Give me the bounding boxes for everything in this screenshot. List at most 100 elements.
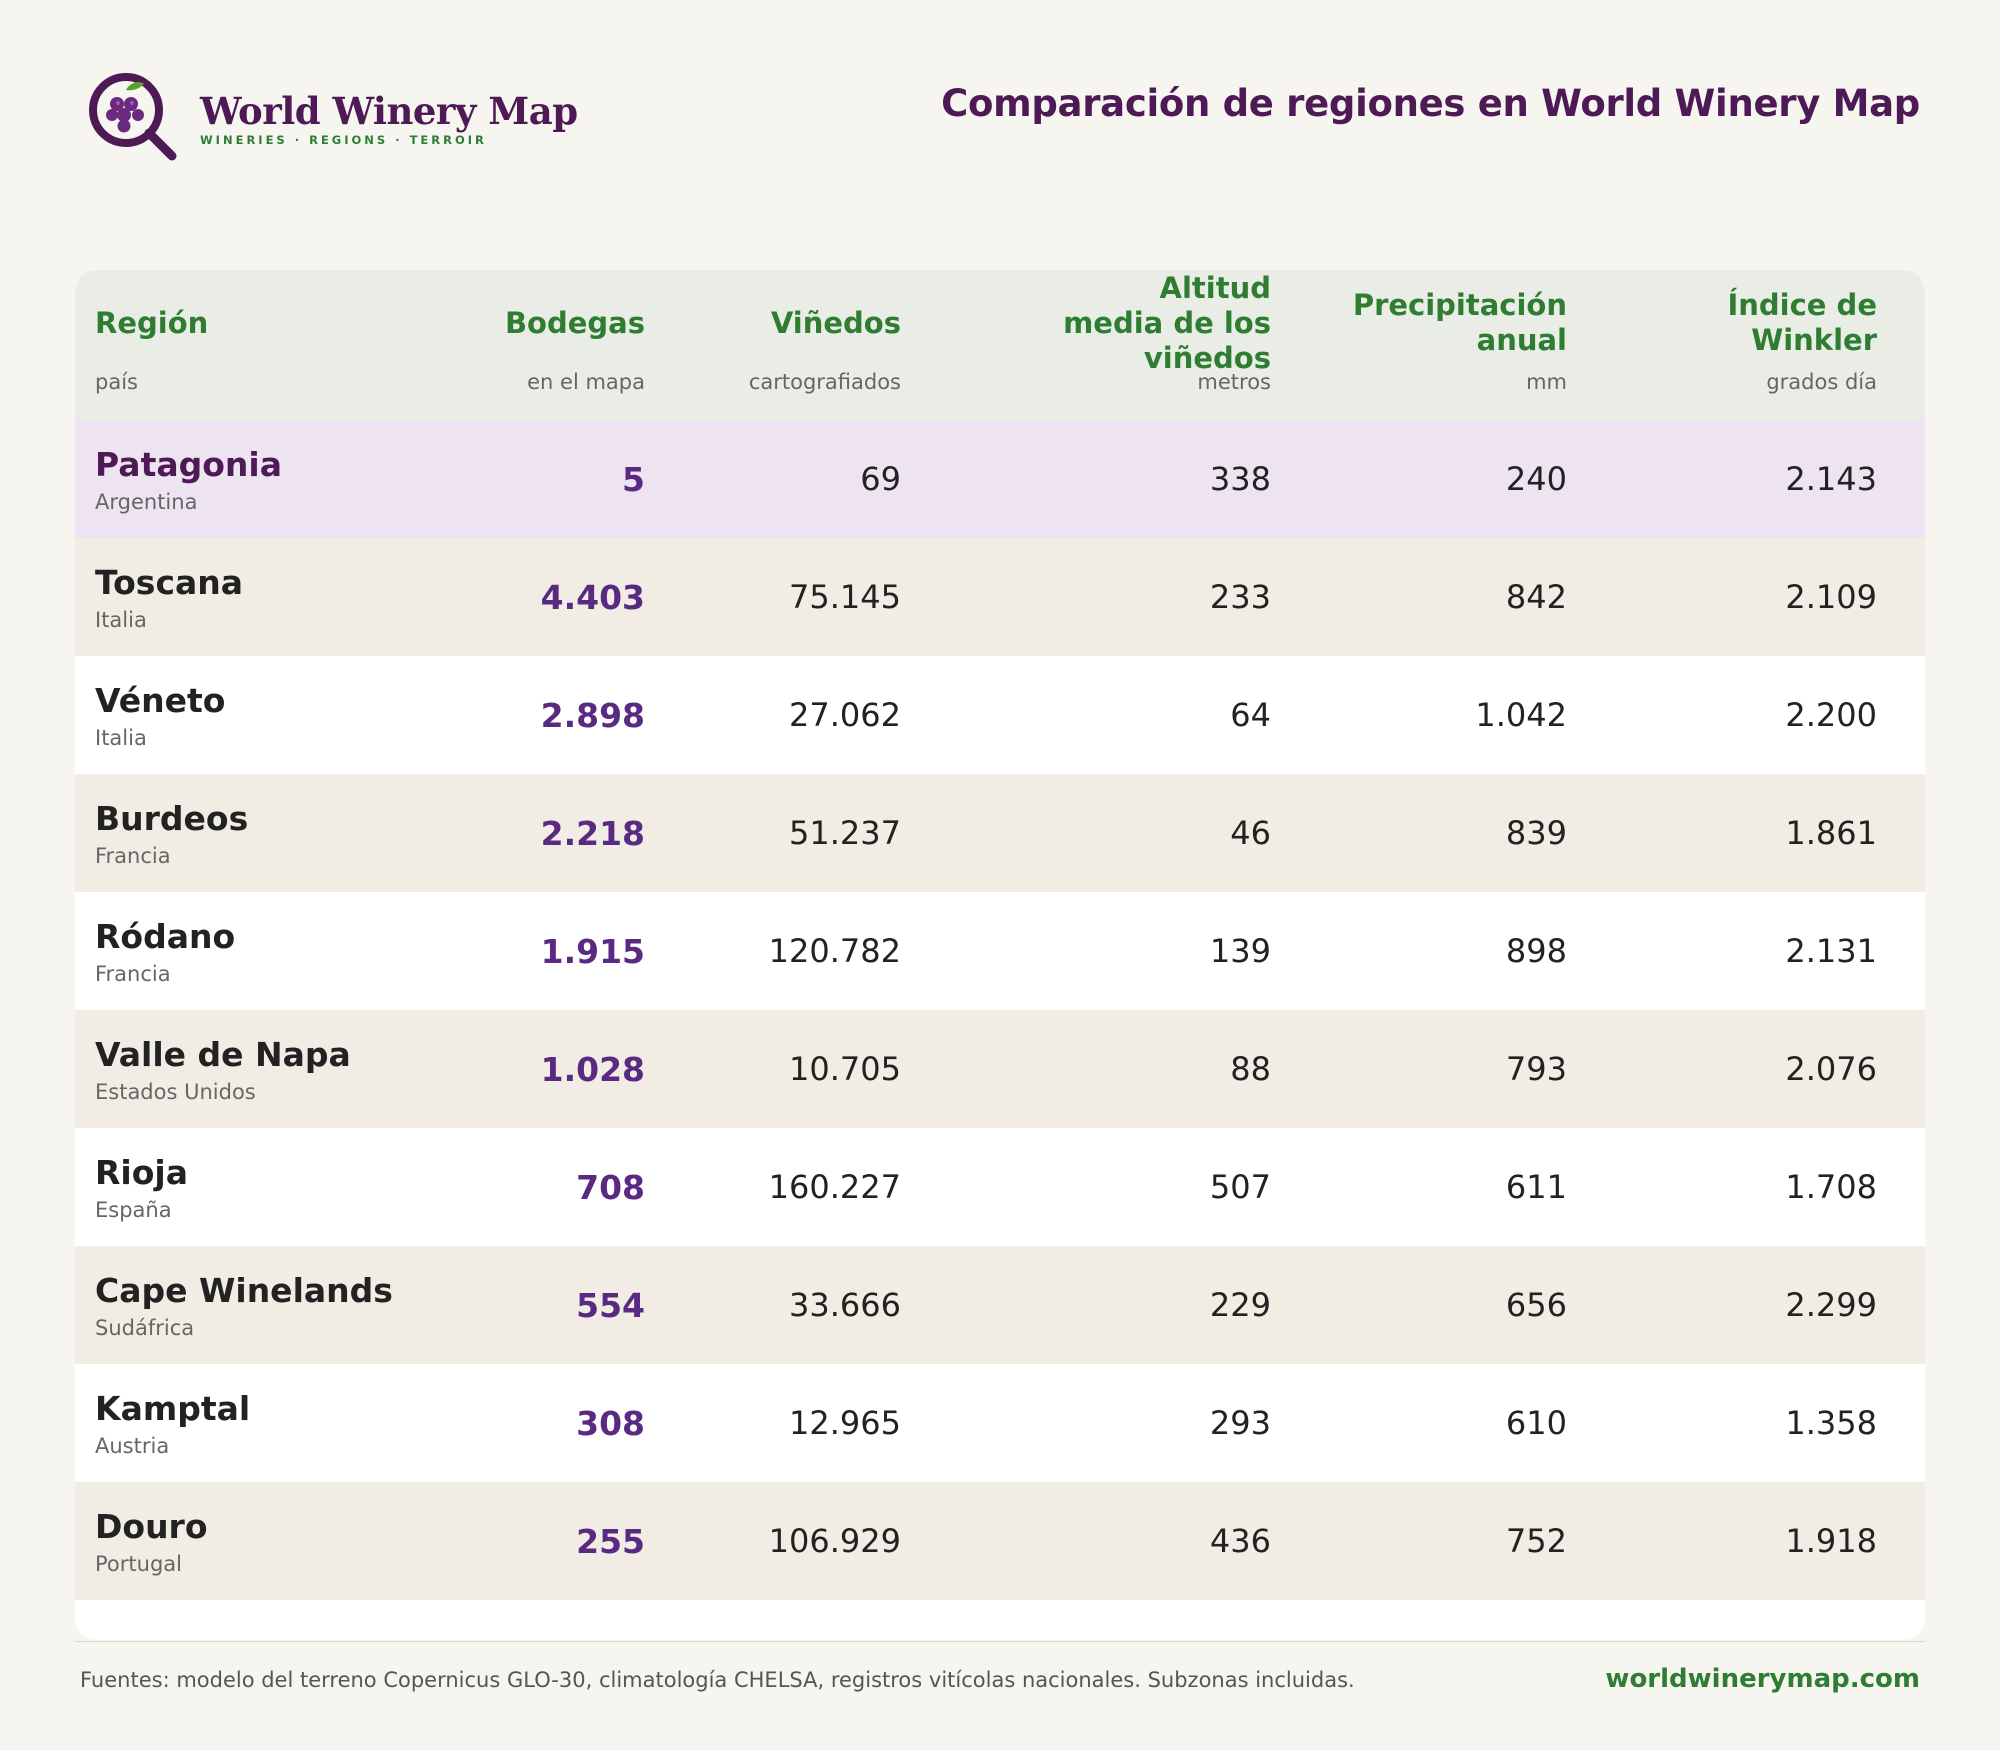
table-row[interactable]: Cape Winelands Sudáfrica 554 33.666 229 656 2.… <box>75 1246 1925 1364</box>
header: World Winery Map WINERIES · REGIONS · TE… <box>86 70 1920 170</box>
vineyards-cell: 106.929 <box>768 1522 901 1560</box>
region-country: Sudáfrica <box>95 1316 195 1340</box>
winkler-cell: 1.918 <box>1785 1522 1877 1560</box>
table-row[interactable]: Ródano Francia 1.915 120.782 139 898 2.131 <box>75 892 1925 1010</box>
precipitation-cell: 898 <box>1505 932 1567 970</box>
region-cell: Burdeos Francia <box>75 774 445 892</box>
winkler-cell: 2.299 <box>1785 1286 1877 1324</box>
table-row[interactable]: Douro Portugal 255 106.929 436 752 1.918 <box>75 1482 1925 1600</box>
wineries-cell: 4.403 <box>540 577 645 617</box>
winkler-cell: 2.076 <box>1785 1050 1877 1088</box>
altitude-cell: 293 <box>1209 1404 1271 1442</box>
vineyards-cell: 120.782 <box>768 932 901 970</box>
precipitation-cell: 752 <box>1505 1522 1567 1560</box>
winkler-cell: 2.131 <box>1785 932 1877 970</box>
winkler-cell: 1.358 <box>1785 1404 1877 1442</box>
wineries-cell: 2.898 <box>540 695 645 735</box>
precipitation-cell: 610 <box>1505 1404 1567 1442</box>
precipitation-cell: 839 <box>1505 814 1567 852</box>
region-name: Kamptal <box>95 1389 251 1428</box>
table-row[interactable]: Véneto Italia 2.898 27.062 64 1.042 2.200 <box>75 656 1925 774</box>
precipitation-cell: 1.042 <box>1475 696 1567 734</box>
table-header-row: Región país Bodegas en el mapa Viñedos c… <box>75 270 1925 420</box>
column-header-precipitation[interactable]: Precipitación anual mm <box>1352 288 1567 394</box>
altitude-cell: 233 <box>1209 578 1271 616</box>
wineries-cell: 708 <box>576 1167 645 1207</box>
region-name: Douro <box>95 1507 208 1546</box>
region-cell: Douro Portugal <box>75 1482 445 1600</box>
vineyards-cell: 51.237 <box>789 814 901 852</box>
region-cell: Rioja España <box>75 1128 445 1246</box>
winkler-cell: 1.708 <box>1785 1168 1877 1206</box>
brand-tagline: WINERIES · REGIONS · TERROIR <box>200 133 487 147</box>
website-link[interactable]: worldwinerymap.com <box>1605 1664 1920 1694</box>
region-name: Toscana <box>95 563 244 602</box>
comparison-table-card: Región país Bodegas en el mapa Viñedos c… <box>75 270 1925 1640</box>
winkler-cell: 2.109 <box>1785 578 1877 616</box>
page-title: Comparación de regiones en World Winery … <box>941 82 1920 125</box>
precipitation-cell: 656 <box>1505 1286 1567 1324</box>
region-name: Ródano <box>95 917 236 956</box>
precipitation-cell: 842 <box>1505 578 1567 616</box>
wineries-cell: 5 <box>622 459 645 499</box>
table-row[interactable]: Rioja España 708 160.227 507 611 1.708 <box>75 1128 1925 1246</box>
region-cell: Valle de Napa Estados Unidos <box>75 1010 445 1128</box>
footer-divider <box>75 1641 1925 1642</box>
vineyards-cell: 10.705 <box>789 1050 901 1088</box>
column-header-altitude[interactable]: Altitud media de los viñedos metros <box>1063 270 1271 395</box>
column-header-region[interactable]: Región país <box>95 305 209 395</box>
region-name: Véneto <box>95 681 226 720</box>
region-name: Burdeos <box>95 799 249 838</box>
region-cell: Toscana Italia <box>75 538 445 656</box>
wineries-cell: 554 <box>576 1285 645 1325</box>
brand-name: World Winery Map <box>200 89 578 133</box>
table-row[interactable]: Kamptal Austria 308 12.965 293 610 1.358 <box>75 1364 1925 1482</box>
altitude-cell: 139 <box>1209 932 1271 970</box>
altitude-cell: 88 <box>1230 1050 1271 1088</box>
vineyards-cell: 69 <box>860 460 901 498</box>
column-header-wineries[interactable]: Bodegas en el mapa <box>504 305 645 395</box>
table-row[interactable]: Burdeos Francia 2.218 51.237 46 839 1.861 <box>75 774 1925 892</box>
column-header-winkler[interactable]: Índice de Winkler grados día <box>1727 288 1877 394</box>
column-header-vineyards[interactable]: Viñedos cartografiados <box>748 305 901 395</box>
winkler-cell: 2.143 <box>1785 460 1877 498</box>
wineries-cell: 255 <box>576 1521 645 1561</box>
region-country: Italia <box>95 608 147 632</box>
winkler-cell: 2.200 <box>1785 696 1877 734</box>
sources-note: Fuentes: modelo del terreno Copernicus G… <box>80 1668 1355 1692</box>
wineries-cell: 1.915 <box>540 931 645 971</box>
grape-magnifier-icon <box>89 73 177 161</box>
altitude-cell: 436 <box>1209 1522 1271 1560</box>
altitude-cell: 507 <box>1209 1168 1271 1206</box>
region-country: Portugal <box>95 1552 182 1576</box>
precipitation-cell: 240 <box>1505 460 1567 498</box>
vineyards-cell: 75.145 <box>789 578 901 616</box>
wineries-cell: 308 <box>576 1403 645 1443</box>
region-country: Austria <box>95 1434 170 1458</box>
region-cell: Patagonia Argentina <box>75 420 445 538</box>
table-row[interactable]: Toscana Italia 4.403 75.145 233 842 2.109 <box>75 538 1925 656</box>
vineyards-cell: 12.965 <box>789 1404 901 1442</box>
table-row[interactable]: Patagonia Argentina 5 69 338 240 2.143 <box>75 420 1925 538</box>
region-country: Francia <box>95 844 171 868</box>
region-cell: Cape Winelands Sudáfrica <box>75 1246 445 1364</box>
precipitation-cell: 611 <box>1505 1168 1567 1206</box>
region-cell: Véneto Italia <box>75 656 445 774</box>
vineyards-cell: 160.227 <box>768 1168 901 1206</box>
logo[interactable]: World Winery Map WINERIES · REGIONS · TE… <box>86 70 578 166</box>
altitude-cell: 46 <box>1230 814 1271 852</box>
table-row[interactable]: Valle de Napa Estados Unidos 1.028 10.705 88… <box>75 1010 1925 1128</box>
region-country: Estados Unidos <box>95 1080 256 1104</box>
altitude-cell: 229 <box>1209 1286 1271 1324</box>
altitude-cell: 338 <box>1209 460 1271 498</box>
precipitation-cell: 793 <box>1505 1050 1567 1088</box>
region-name: Valle de Napa <box>95 1035 351 1074</box>
wineries-cell: 1.028 <box>540 1049 645 1089</box>
region-name: Rioja <box>95 1153 188 1192</box>
region-name: Patagonia <box>95 445 282 484</box>
region-cell: Kamptal Austria <box>75 1364 445 1482</box>
vineyards-cell: 33.666 <box>789 1286 901 1324</box>
altitude-cell: 64 <box>1230 696 1271 734</box>
region-country: España <box>95 1198 172 1222</box>
wineries-cell: 2.218 <box>540 813 645 853</box>
